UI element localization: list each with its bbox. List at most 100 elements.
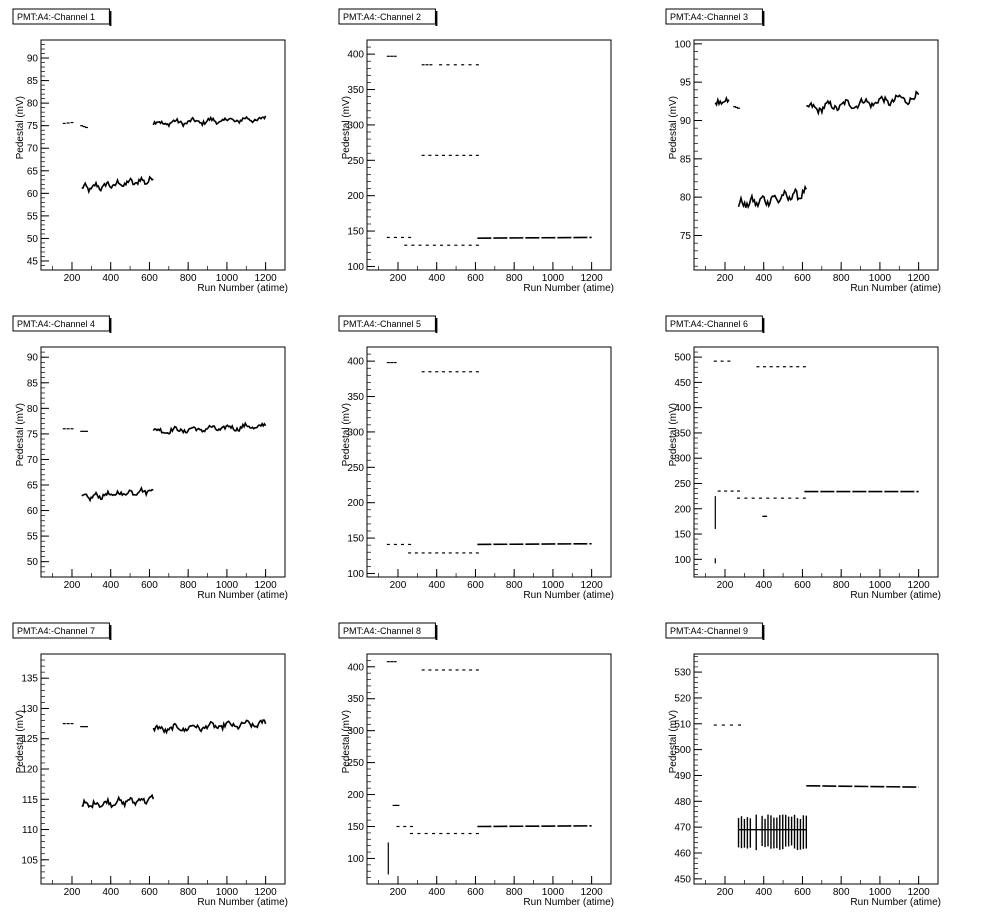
chart-title-text: PMT:A4:-Channel 1 <box>17 12 95 22</box>
y-tick-label: 400 <box>347 662 364 673</box>
x-tick-label: 600 <box>794 887 811 898</box>
data-trace <box>81 793 155 809</box>
chart-title-text: PMT:A4:-Channel 4 <box>17 319 95 329</box>
x-tick-label: 800 <box>180 580 197 591</box>
data-segment <box>477 825 592 828</box>
x-tick-label: 1200 <box>581 580 604 591</box>
y-tick-label: 110 <box>22 825 38 836</box>
x-tick-label: 1200 <box>255 887 278 898</box>
x-tick-label: 600 <box>467 273 484 284</box>
x-tick-label: 600 <box>141 887 158 898</box>
x-axis-label: Run Number (atime) <box>850 590 941 601</box>
chart-panel-2: PMT:A4:-Channel 2 100 150 200 250 300 350 400 20… <box>338 8 614 294</box>
x-tick-label: 200 <box>64 887 81 898</box>
x-tick-label: 200 <box>390 887 407 898</box>
y-axis-label: Pedestal (mV) <box>668 710 679 773</box>
plot-frame <box>40 653 286 885</box>
x-tick-label: 600 <box>467 580 484 591</box>
x-tick-label: 400 <box>428 887 445 898</box>
y-tick-label: 520 <box>674 693 691 704</box>
chart-panel-1: PMT:A4:-Channel 1 45 50 55 60 65 70 75 80 85 90 200… <box>12 8 288 294</box>
x-tick-label: 1000 <box>542 887 565 898</box>
x-tick-label: 1000 <box>216 273 239 284</box>
x-tick-label: 1000 <box>216 887 239 898</box>
data-series <box>62 421 267 503</box>
chart-title: PMT:A4:-Channel 3 <box>665 8 765 26</box>
chart-panel-4: PMT:A4:-Channel 4 50 55 60 65 70 75 80 85 90 200 40… <box>12 315 288 601</box>
y-tick-label: 75 <box>27 429 39 440</box>
y-tick-label: 50 <box>27 557 39 568</box>
x-tick-label: 800 <box>180 887 197 898</box>
data-trace <box>152 421 267 435</box>
data-series <box>386 55 592 246</box>
x-tick-label: 600 <box>794 273 811 284</box>
y-axis-label: Pedestal (mV) <box>15 403 26 466</box>
y-tick-label: 470 <box>674 823 691 834</box>
y-tick-label: 125 <box>21 734 38 745</box>
plot-frame <box>693 346 939 578</box>
y-tick-label: 350 <box>347 392 364 403</box>
data-trace <box>152 115 267 129</box>
y-tick-label: 60 <box>27 189 39 200</box>
y-tick-label: 350 <box>674 428 691 439</box>
chart-title: PMT:A4:-Channel 9 <box>665 622 765 640</box>
y-tick-label: 450 <box>674 378 691 389</box>
x-tick-label: 400 <box>102 273 119 284</box>
y-tick-label: 200 <box>347 498 364 509</box>
chart-title: PMT:A4:-Channel 5 <box>338 315 438 333</box>
y-tick-label: 90 <box>27 353 39 364</box>
x-tick-label: 800 <box>506 887 523 898</box>
data-trace <box>806 90 920 116</box>
y-tick-label: 100 <box>674 39 691 50</box>
y-tick-label: 100 <box>674 555 691 566</box>
y-tick-label: 90 <box>680 116 692 127</box>
y-tick-label: 300 <box>347 726 364 737</box>
x-tick-label: 800 <box>833 887 850 898</box>
chart-panel-6: PMT:A4:-Channel 6 100 150 200 250 300 350 400 45… <box>665 315 941 601</box>
y-tick-label: 150 <box>674 530 691 541</box>
y-tick-label: 250 <box>674 479 691 490</box>
y-tick-label: 510 <box>674 719 691 730</box>
y-tick-label: 150 <box>347 227 364 238</box>
y-tick-label: 100 <box>347 262 364 273</box>
x-tick-label: 600 <box>794 580 811 591</box>
y-tick-label: 75 <box>27 121 39 132</box>
y-tick-label: 100 <box>347 569 364 580</box>
y-tick-label: 500 <box>674 745 691 756</box>
y-axis-label: Pedestal (mV) <box>341 403 352 466</box>
x-tick-label: 200 <box>717 580 734 591</box>
x-tick-label: 200 <box>64 580 81 591</box>
y-tick-label: 460 <box>674 848 691 859</box>
chart-title-text: PMT:A4:-Channel 6 <box>670 319 748 329</box>
x-tick-label: 1200 <box>255 273 278 284</box>
x-axis-label: Run Number (atime) <box>197 897 288 908</box>
chart-title-text: PMT:A4:-Channel 7 <box>17 626 95 636</box>
x-tick-label: 1000 <box>869 580 892 591</box>
x-tick-label: 400 <box>102 580 119 591</box>
chart-title: PMT:A4:-Channel 6 <box>665 315 765 333</box>
x-tick-label: 400 <box>755 273 772 284</box>
x-tick-label: 1200 <box>908 580 931 591</box>
x-axis-label: Run Number (atime) <box>197 283 288 294</box>
plot-frame <box>693 653 939 885</box>
x-tick-label: 600 <box>467 887 484 898</box>
x-tick-label: 800 <box>833 273 850 284</box>
data-series <box>62 115 267 195</box>
plot-frame <box>40 346 286 578</box>
x-tick-label: 1200 <box>908 273 931 284</box>
x-axis-label: Run Number (atime) <box>523 590 614 601</box>
x-axis-label: Run Number (atime) <box>523 283 614 294</box>
plot-frame <box>366 653 612 885</box>
y-tick-label: 500 <box>674 353 691 364</box>
x-tick-label: 400 <box>428 273 445 284</box>
chart-title-text: PMT:A4:-Channel 3 <box>670 12 748 22</box>
y-tick-label: 80 <box>27 404 39 415</box>
data-series <box>714 90 920 210</box>
y-tick-label: 300 <box>674 454 691 465</box>
y-tick-label: 250 <box>347 156 364 167</box>
y-tick-label: 480 <box>674 797 691 808</box>
y-tick-label: 50 <box>27 234 39 245</box>
data-series <box>386 361 592 554</box>
y-axis-label: Pedestal (mV) <box>668 96 679 159</box>
y-tick-label: 300 <box>347 427 364 438</box>
